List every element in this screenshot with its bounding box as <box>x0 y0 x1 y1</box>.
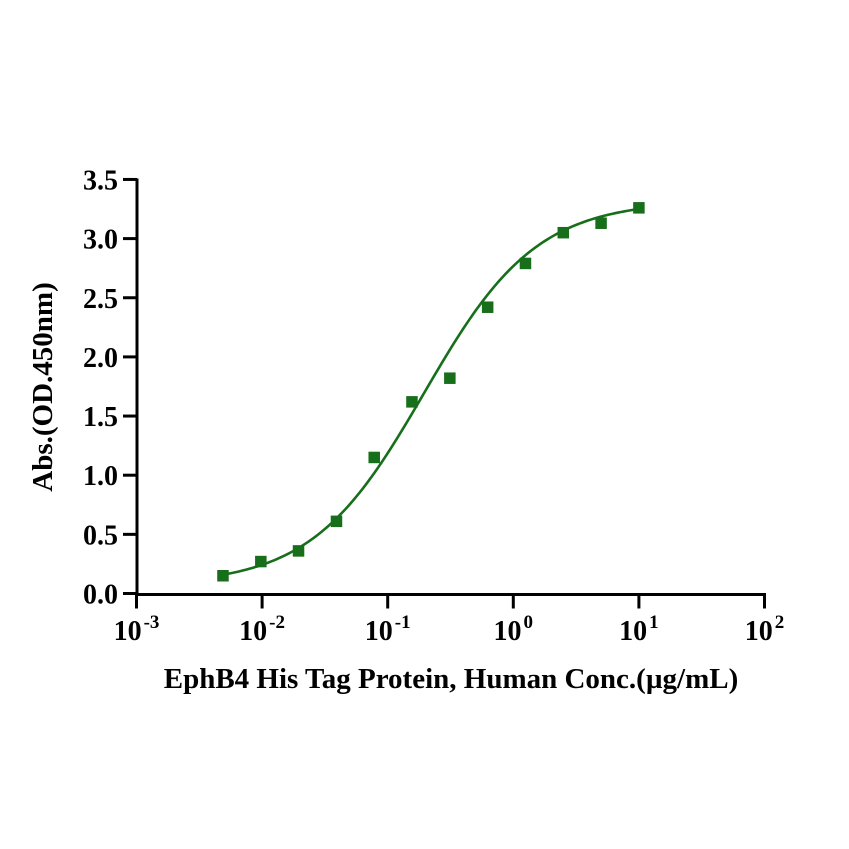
data-point <box>406 396 418 408</box>
y-tick-label: 0.0 <box>83 580 118 611</box>
data-point <box>633 202 645 214</box>
y-tick-label: 1.0 <box>83 461 118 492</box>
data-point <box>519 257 532 270</box>
y-tick-label: 3.0 <box>83 225 118 256</box>
y-tick-label: 2.0 <box>83 343 118 374</box>
x-tick-label: 10 2 <box>745 612 785 647</box>
y-tick-label: 3.5 <box>83 165 118 196</box>
fit-curve <box>221 207 641 577</box>
x-axis-tick-labels: 10 -3 10 -2 10 -1 10 0 10 1 10 2 <box>114 612 785 647</box>
x-tick-label: 10 -3 <box>114 612 160 647</box>
data-point <box>595 217 607 229</box>
data-point <box>444 372 456 384</box>
x-tick-label: 10 -2 <box>239 612 285 647</box>
data-point <box>255 555 267 568</box>
data-point <box>368 451 380 464</box>
x-tick-label: 10 1 <box>619 612 659 647</box>
y-axis-ticks <box>123 177 137 595</box>
data-points <box>217 202 645 582</box>
y-axis-tick-labels: 0.0 0.5 1.0 1.5 2.0 2.5 3.0 3.5 <box>83 165 118 610</box>
data-point <box>481 301 494 313</box>
x-tick-label: 10 -1 <box>365 612 411 647</box>
x-axis-ticks <box>135 594 766 609</box>
data-point <box>330 515 343 528</box>
data-point <box>292 545 305 557</box>
data-point <box>217 570 229 582</box>
y-tick-label: 2.5 <box>83 284 118 315</box>
y-tick-label: 1.5 <box>83 402 118 433</box>
x-axis-title: EphB4 His Tag Protein, Human Conc.(µg/mL… <box>164 663 739 695</box>
y-axis-title: Abs.(OD.450nm) <box>27 282 59 491</box>
y-tick-label: 0.5 <box>83 520 118 551</box>
data-point <box>557 226 570 239</box>
x-tick-label: 10 0 <box>494 612 534 647</box>
